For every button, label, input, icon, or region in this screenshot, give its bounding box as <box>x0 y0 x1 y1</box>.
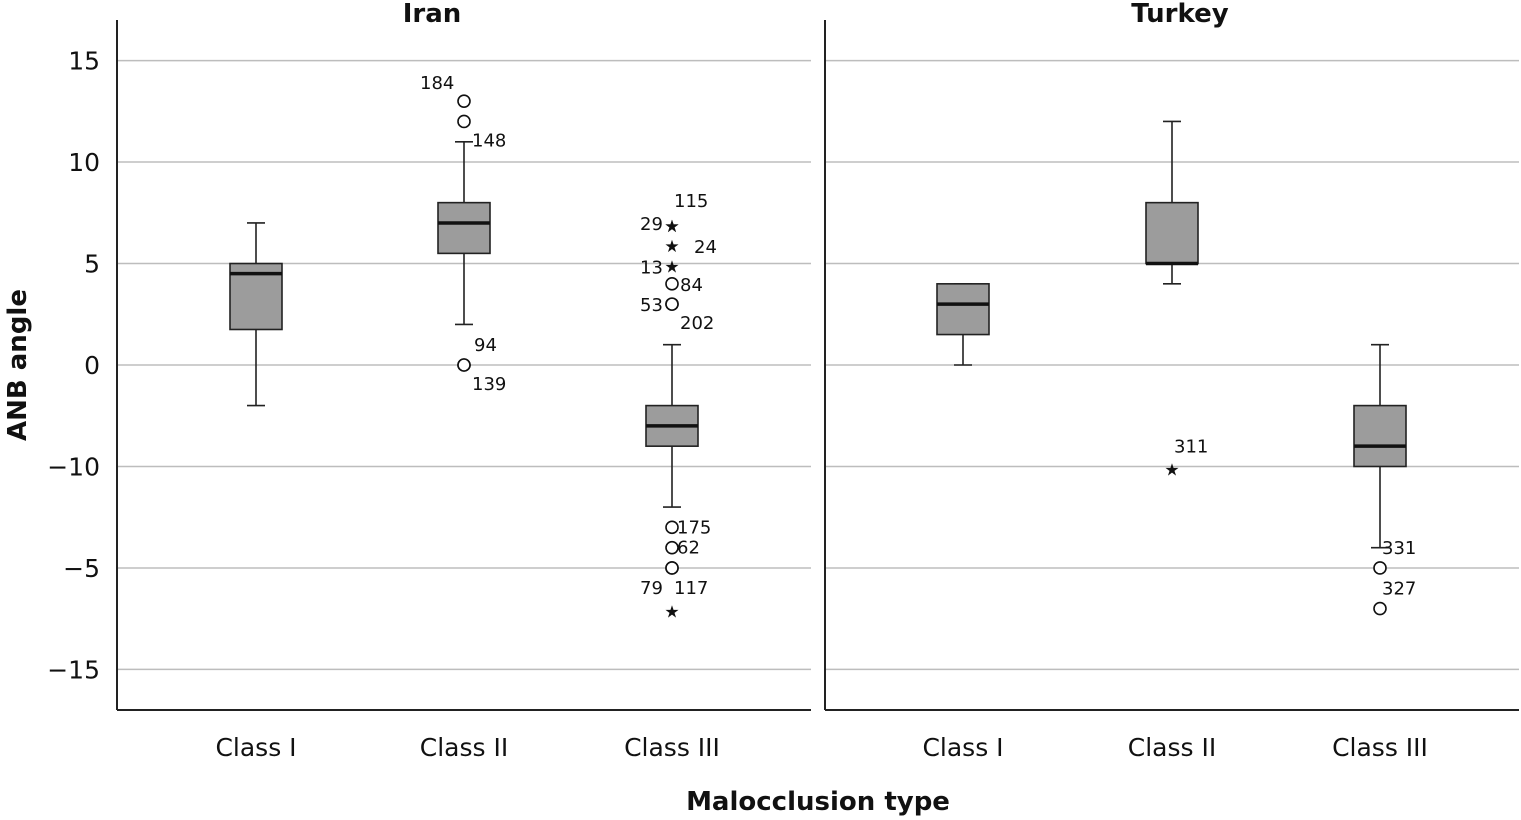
outlier-circle <box>457 358 471 372</box>
box-class-ii: ★ 311 <box>1145 120 1208 480</box>
outlier-label: 148 <box>472 130 506 151</box>
outlier-star: ★ <box>664 258 679 278</box>
gridlines <box>117 59 1519 671</box>
panel-title: Iran <box>403 0 462 29</box>
iqr-box <box>1353 404 1407 468</box>
outlier-circle <box>1373 601 1387 616</box>
outlier-star: ★ <box>664 237 679 257</box>
box-class-i <box>936 283 990 366</box>
iqr-box <box>1145 201 1199 265</box>
outlier-label: 311 <box>1174 436 1208 457</box>
x-tick-label: Class I <box>215 733 296 762</box>
x-tick-label: Class I <box>922 733 1003 762</box>
outlier-circle <box>1373 561 1387 575</box>
y-tick-label: −15 <box>47 655 100 684</box>
outlier-star: ★ <box>1164 460 1179 480</box>
y-tick-label: 10 <box>68 148 100 177</box>
outlier-label: 331 <box>1382 538 1416 559</box>
outlier-circle <box>665 297 679 311</box>
outlier-label: 84 <box>680 275 703 296</box>
outlier-star: ★ <box>664 217 679 237</box>
y-axis-label: ANB angle <box>3 289 33 441</box>
x-axis-label: Malocclusion type <box>686 787 950 817</box>
iqr-box <box>936 283 990 336</box>
panel-titles: Iran Turkey <box>403 0 1229 29</box>
box-class-i <box>229 222 283 407</box>
outlier-label: 327 <box>1382 579 1416 600</box>
outlier-label: 139 <box>472 374 506 395</box>
outlier-circle <box>665 561 679 575</box>
outlier-label: 53 <box>640 295 663 316</box>
outlier-label: 79 <box>640 578 663 599</box>
outlier-star: ★ <box>664 217 679 237</box>
outlier-circle <box>457 114 471 129</box>
x-tick-label: Class II <box>420 733 508 762</box>
outlier-circle <box>665 277 679 291</box>
outlier-label: 94 <box>474 335 497 356</box>
y-tick-label: 15 <box>68 47 100 76</box>
y-tick-label: −10 <box>47 452 100 481</box>
x-tick-label: Class II <box>1128 733 1216 762</box>
box-class-iii: 331 327 <box>1353 343 1416 616</box>
tick-labels: 15 10 5 0 −10 −5 −15 Class I Class II Class III Cl… <box>47 47 1428 762</box>
iqr-box <box>437 201 491 255</box>
axes <box>116 20 1519 711</box>
outlier-label: 62 <box>677 538 700 559</box>
outlier-circle <box>665 540 679 555</box>
outlier-label: 13 <box>640 258 663 279</box>
outlier-label: 202 <box>680 313 714 334</box>
x-tick-label: Class III <box>624 733 720 762</box>
panel-title: Turkey <box>1131 0 1228 29</box>
outlier-circle <box>665 520 679 535</box>
outlier-label: 29 <box>640 214 663 235</box>
y-tick-label: 0 <box>84 351 100 380</box>
outlier-label: 175 <box>677 517 711 538</box>
outlier-star: ★ <box>664 603 679 623</box>
box-class-ii: 184 148 94 139 <box>420 73 506 395</box>
y-tick-label: 5 <box>84 250 100 279</box>
x-tick-label: Class III <box>1332 733 1428 762</box>
outlier-label: 24 <box>694 237 717 258</box>
y-tick-label: −5 <box>63 554 100 583</box>
outlier-label: 184 <box>420 73 454 94</box>
outlier-label: 117 <box>674 578 708 599</box>
outlier-circle <box>457 94 471 108</box>
outlier-label: 115 <box>674 191 708 212</box>
